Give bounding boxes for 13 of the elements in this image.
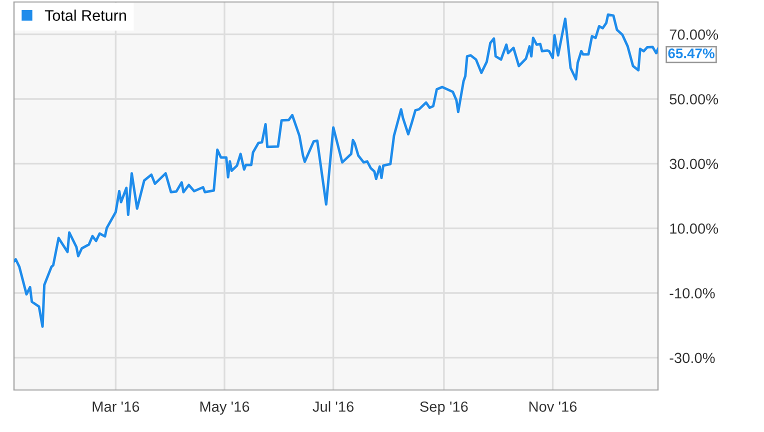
y-tick-label: -10.0%	[670, 288, 715, 298]
y-tick-label: 50.00%	[670, 94, 718, 104]
legend-label: Total Return	[44, 10, 126, 21]
x-tick-label: Jul '16	[312, 401, 354, 412]
y-tick-label: -30.0%	[670, 352, 715, 364]
annotation: 65.47%	[668, 48, 714, 58]
x-tick-label: Mar '16	[92, 401, 140, 412]
y-tick-label: 70.00%	[670, 29, 718, 40]
y-tick-label: 10.00%	[670, 223, 718, 234]
x-tick-label: Sep '16	[420, 401, 468, 415]
x-tick-label: May '16	[200, 401, 250, 415]
y-tick-label: 30.00%	[670, 158, 718, 170]
x-tick-label: Nov '16	[529, 401, 577, 412]
